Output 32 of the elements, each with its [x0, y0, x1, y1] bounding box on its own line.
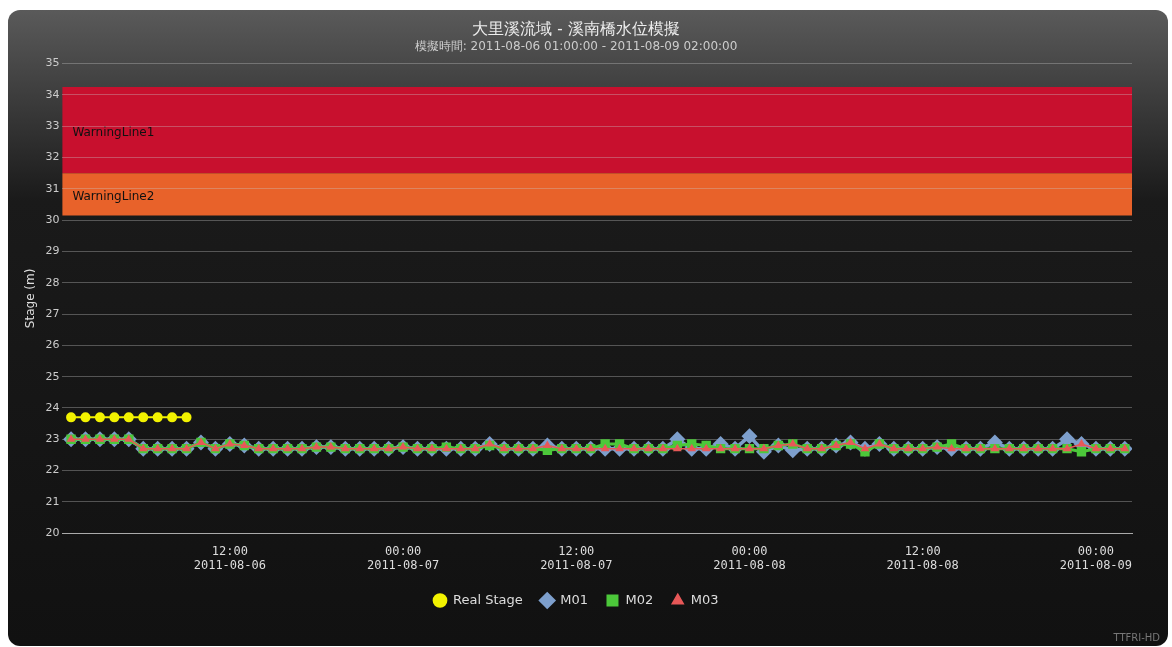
y-tick-label: 25 — [45, 369, 60, 383]
x-tick-label: 12:00 2011-08-06 — [193, 543, 266, 572]
text: TTFRI-HD — [1113, 632, 1160, 643]
x-tick-label: 00:00 2011-08-08 — [713, 543, 786, 572]
x-tick-label: 00:00 2011-08-09 — [1059, 543, 1133, 572]
y-tick-label: 30 — [45, 212, 60, 226]
y-tick-label: 20 — [45, 526, 60, 540]
x-tick-label: 12:00 2011-08-08 — [886, 543, 959, 572]
legend-label: M01 — [560, 591, 588, 607]
y-tick-label: 31 — [45, 181, 60, 195]
band-label: WarningLine1 — [72, 125, 155, 140]
y-tick-label: 33 — [45, 119, 60, 133]
x-tick-label: 12:00 2011-08-07 — [540, 543, 613, 572]
chart-subtitle: 模擬時間: 2011-08-06 01:00:00 - 2011-08-09 02:00:00 — [414, 38, 738, 53]
band-label: WarningLine2 — [72, 189, 155, 204]
y-tick-label: 22 — [45, 463, 60, 477]
y-tick-label: 24 — [45, 400, 60, 414]
y-tick-label: 32 — [45, 150, 60, 164]
y-tick-label: 27 — [45, 306, 60, 320]
y-axis-title: Stage (m) — [23, 268, 38, 329]
y-tick-label: 23 — [45, 432, 60, 446]
chart-title: 大里溪流域 - 溪南橋水位模擬 — [472, 18, 680, 38]
x-tick-label: 00:00 2011-08-07 — [366, 543, 440, 572]
y-tick-label: 21 — [45, 494, 60, 508]
legend-label: Real Stage — [453, 591, 523, 607]
y-tick-label: 29 — [45, 244, 60, 258]
y-tick-label: 26 — [45, 338, 60, 352]
y-tick-label: 28 — [45, 275, 60, 289]
legend-label: M03 — [690, 591, 719, 607]
y-tick-label: 35 — [45, 56, 60, 70]
y-tick-label: 34 — [45, 87, 60, 101]
legend-label: M02 — [625, 591, 654, 607]
